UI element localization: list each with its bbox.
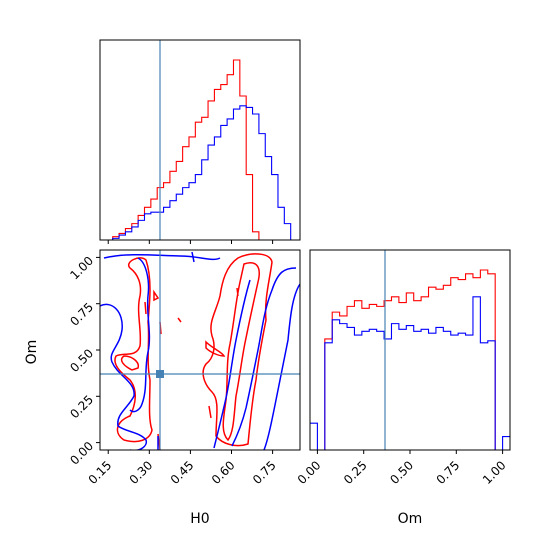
- contour-red-dash-1: [153, 289, 160, 302]
- contour-red-dash-8: [208, 405, 212, 419]
- contour-red-dash-6: [205, 340, 226, 357]
- contour-yticks: 0.00 0.25 0.50 0.75 1.00: [67, 254, 100, 468]
- x-tick-label: 1.00: [480, 458, 509, 487]
- contour-blue-top: [103, 253, 221, 261]
- contour-red-dash-5: [236, 287, 239, 297]
- y-tick-label: 0.50: [67, 346, 96, 375]
- y-tick-label: 1.00: [67, 254, 96, 283]
- contour-panel: 0.15 0.30 0.45 0.60 0.75 0.00 0.25 0.50 0.75 1.0…: [24, 249, 301, 527]
- x-tick-label: 0.15: [86, 458, 115, 487]
- hist-series-red: [310, 269, 510, 451]
- contour-blue-left-inner: [129, 257, 151, 413]
- contour-blue-left-outer: [100, 303, 148, 450]
- hist-series-blue: [100, 105, 300, 241]
- contour-blue-right-mid: [231, 267, 297, 447]
- x-tick-label: 0.30: [127, 458, 156, 487]
- contour-blue-right-outer: [263, 283, 300, 450]
- y-tick-label: 0.00: [67, 439, 96, 468]
- hist-om-panel: 0.00 0.25 0.50 0.75 1.00 Om: [295, 249, 511, 527]
- hist-om-frame: [309, 249, 511, 451]
- x-tick-label: 0.25: [341, 458, 370, 487]
- x-tick-label: 0.00: [295, 458, 324, 487]
- truth-marker: [156, 370, 164, 378]
- y-tick-label: 0.25: [67, 393, 96, 422]
- contour-ylabel: Om: [24, 340, 40, 365]
- hist-om-xticks: 0.00 0.25 0.50 0.75 1.00: [295, 450, 509, 487]
- y-tick-label: 0.75: [67, 300, 96, 329]
- contour-red-right-inner: [222, 262, 260, 442]
- contour-red-dash-3: [177, 317, 182, 323]
- hist-om-series-group: [310, 269, 510, 451]
- contour-lines: [100, 251, 300, 450]
- contour-blue-dash-1: [191, 251, 195, 263]
- hist-h0-panel: [99, 39, 301, 244]
- x-tick-label: 0.45: [168, 458, 197, 487]
- contour-frame: [99, 249, 301, 451]
- contour-blue-right-inner: [213, 279, 251, 449]
- hist-h0-xticks: [107, 240, 274, 244]
- contour-red-dash-2: [144, 301, 147, 315]
- contour-xticks: 0.15 0.30 0.45 0.60 0.75: [86, 450, 279, 487]
- contour-red-left-inner: [120, 355, 140, 371]
- contour-red-right-outer: [202, 253, 273, 447]
- hist-om-xlabel: Om: [398, 511, 423, 527]
- hist-h0-frame: [99, 39, 301, 241]
- x-tick-label: 0.60: [209, 458, 238, 487]
- x-tick-label: 0.50: [387, 458, 416, 487]
- hist-series-blue: [310, 296, 510, 451]
- hist-h0-series-group: [100, 59, 300, 241]
- hist-series-red: [100, 59, 300, 241]
- x-tick-label: 0.75: [250, 458, 279, 487]
- contour-xlabel: H0: [190, 511, 209, 527]
- x-tick-label: 0.75: [434, 458, 463, 487]
